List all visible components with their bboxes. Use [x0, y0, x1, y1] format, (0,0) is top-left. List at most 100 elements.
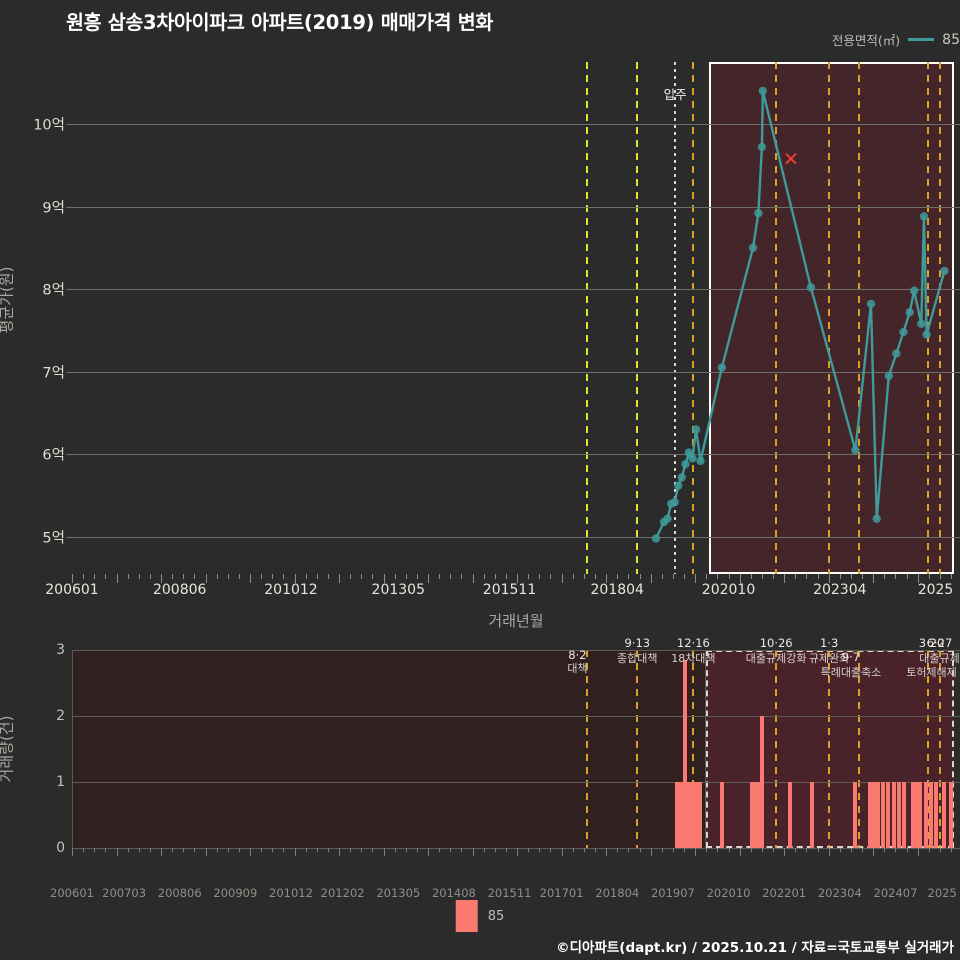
volume-x-tick — [116, 848, 118, 856]
policy-line-8-2 — [586, 62, 589, 574]
price-point[interactable] — [696, 456, 705, 466]
price-x-tick — [294, 574, 296, 583]
volume-bar[interactable] — [787, 782, 792, 848]
policy-name-6-27: 대출규제 — [919, 652, 960, 665]
policy-date-8-2: 8·2 — [568, 648, 587, 662]
volume-x-tick — [383, 848, 385, 856]
volume-bar[interactable] — [923, 782, 928, 848]
volume-y-label: 0 — [56, 840, 65, 856]
price-point[interactable] — [674, 481, 683, 490]
price-point[interactable] — [872, 514, 881, 523]
volume-bar[interactable] — [719, 782, 724, 848]
price-x-label: 200806 — [152, 582, 207, 598]
price-x-tick — [550, 574, 552, 579]
price-point[interactable] — [806, 283, 816, 292]
price-point[interactable] — [651, 534, 661, 543]
legend-value: 85 — [942, 31, 960, 48]
policy-line-1-3 — [828, 62, 831, 574]
volume-bar[interactable] — [880, 782, 885, 848]
policy-line-12-16 — [692, 62, 695, 574]
volume-bar[interactable] — [753, 782, 758, 848]
price-point[interactable] — [691, 425, 701, 434]
price-gridline — [72, 206, 960, 208]
volume-bar[interactable] — [697, 782, 702, 848]
price-point[interactable] — [663, 514, 672, 523]
price-x-tick — [72, 574, 73, 583]
volume-x-tick — [595, 848, 596, 852]
price-point[interactable] — [919, 212, 929, 221]
policy-date-6-27: 6·27 — [926, 636, 953, 650]
volume-bar[interactable] — [875, 782, 880, 848]
price-point[interactable] — [758, 86, 768, 96]
price-point[interactable] — [748, 243, 758, 253]
price-point[interactable] — [757, 142, 767, 152]
price-x-tick — [784, 574, 786, 583]
price-x-tick — [928, 574, 930, 579]
volume-x-tick — [862, 848, 864, 852]
price-point[interactable] — [922, 330, 931, 339]
volume-bar[interactable] — [867, 782, 872, 848]
volume-x-tick — [161, 848, 163, 856]
price-point[interactable] — [884, 371, 893, 381]
volume-policy-line-1-3 — [828, 650, 831, 848]
volume-bar[interactable] — [918, 782, 923, 848]
volume-bar[interactable] — [911, 782, 916, 848]
price-point[interactable] — [851, 445, 860, 455]
price-x-tick — [628, 574, 630, 579]
volume-bar[interactable] — [934, 782, 939, 848]
volume-bar[interactable] — [694, 782, 699, 848]
volume-bar[interactable] — [683, 659, 688, 848]
volume-x-tick — [294, 848, 296, 856]
volume-bar[interactable] — [675, 782, 680, 848]
volume-y-label: 1 — [56, 774, 65, 790]
volume-x-tick — [806, 848, 808, 852]
volume-bar[interactable] — [872, 782, 877, 848]
price-x-tick — [250, 574, 252, 583]
volume-bar[interactable] — [948, 782, 953, 848]
price-point[interactable] — [905, 308, 914, 317]
volume-bar[interactable] — [929, 782, 934, 848]
price-x-tick — [183, 574, 185, 579]
volume-gridline — [72, 782, 960, 783]
volume-bar[interactable] — [759, 716, 764, 848]
price-point[interactable] — [909, 286, 919, 295]
price-point[interactable] — [899, 327, 908, 337]
price-point[interactable] — [677, 473, 687, 482]
volume-bar[interactable] — [902, 782, 907, 848]
volume-bar[interactable] — [886, 782, 891, 848]
price-point[interactable] — [681, 459, 690, 469]
price-point[interactable] — [917, 319, 926, 328]
volume-bar[interactable] — [891, 782, 896, 848]
volume-bar[interactable] — [852, 782, 857, 848]
price-point[interactable] — [670, 497, 679, 507]
price-point[interactable] — [866, 299, 876, 309]
volume-y-label: 2 — [56, 708, 65, 724]
volume-bar[interactable] — [750, 782, 755, 848]
volume-bar[interactable] — [757, 782, 762, 848]
price-x-tick — [261, 574, 263, 579]
price-point[interactable] — [940, 266, 949, 276]
volume-x-tick — [439, 848, 441, 852]
price-x-tick — [595, 574, 596, 579]
price-y-label: 5억 — [42, 530, 65, 547]
price-x-tick — [684, 574, 686, 579]
volume-x-tick — [428, 848, 430, 856]
volume-x-label: 201202 — [320, 886, 365, 900]
price-x-tick — [862, 574, 864, 579]
price-point[interactable] — [717, 363, 727, 372]
volume-bar[interactable] — [897, 782, 902, 848]
volume-bar[interactable] — [914, 782, 919, 848]
price-point[interactable] — [688, 454, 697, 463]
outlier-x-marker[interactable] — [785, 152, 797, 165]
price-point[interactable] — [754, 208, 763, 218]
volume-x-tick — [583, 848, 585, 852]
volume-y-label: 3 — [56, 642, 65, 658]
volume-bar[interactable] — [809, 782, 814, 848]
volume-gridline — [72, 650, 960, 651]
price-x-tick — [483, 574, 485, 579]
volume-bar[interactable] — [692, 782, 697, 848]
price-point[interactable] — [892, 349, 901, 358]
volume-x-tick — [138, 848, 140, 852]
volume-bar[interactable] — [942, 782, 947, 848]
